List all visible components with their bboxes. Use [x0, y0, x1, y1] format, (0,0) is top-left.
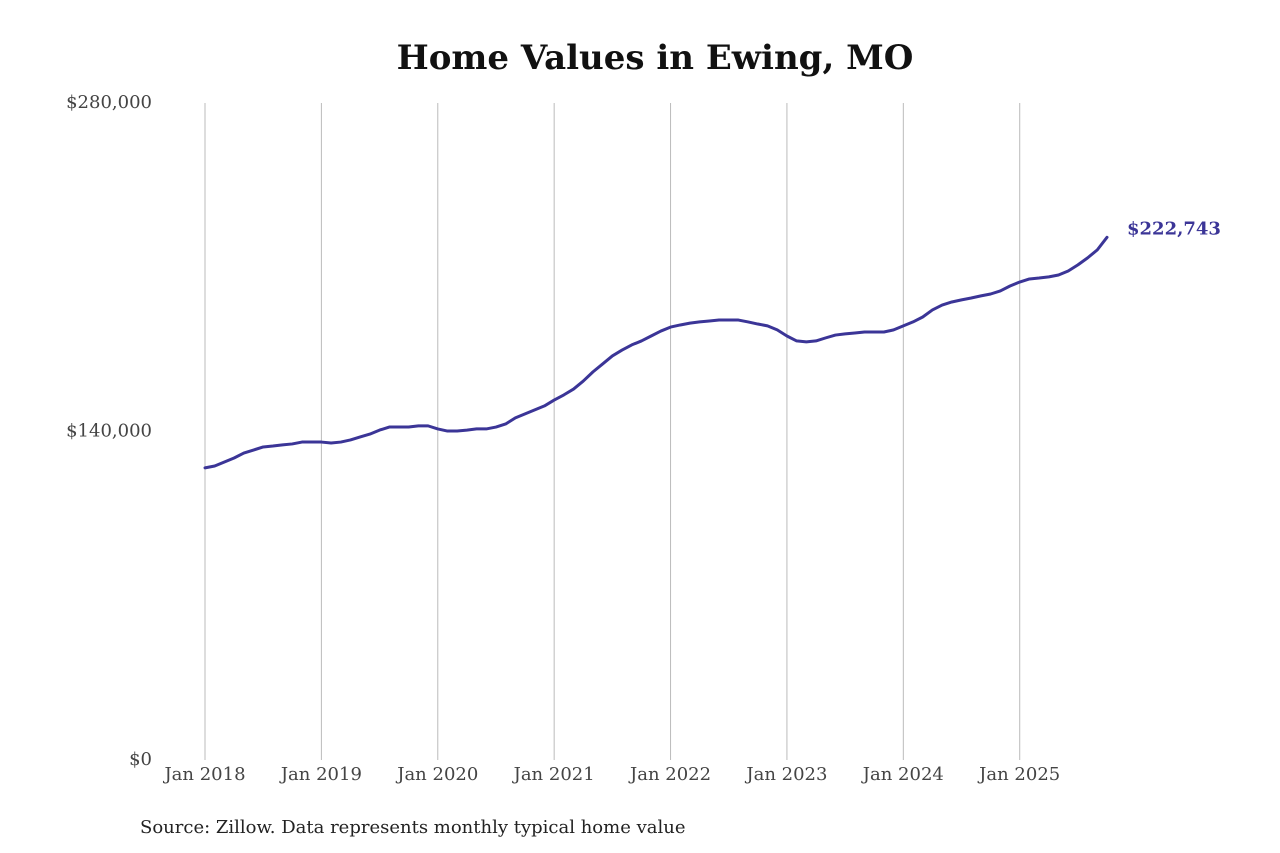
x-tick-label: Jan 2019	[279, 764, 362, 785]
value-label: $222,743	[1127, 218, 1221, 239]
series-line	[203, 235, 1109, 470]
x-tick-label: Jan 2022	[628, 764, 711, 785]
chart-title: Home Values in Ewing, MO	[397, 38, 914, 78]
x-tick-label: Jan 2025	[977, 764, 1060, 785]
x-tick-label: Jan 2021	[512, 764, 595, 785]
source-note: Source: Zillow. Data represents monthly …	[140, 817, 686, 838]
x-tick-label: Jan 2020	[395, 764, 478, 785]
y-tick-label: $280,000	[66, 92, 152, 113]
y-tick-label: $0	[129, 749, 152, 770]
x-tick-label: Jan 2023	[744, 764, 827, 785]
x-tick-label: Jan 2024	[861, 764, 944, 785]
y-tick-label: $140,000	[66, 421, 152, 442]
x-tick-label: Jan 2018	[162, 764, 245, 785]
